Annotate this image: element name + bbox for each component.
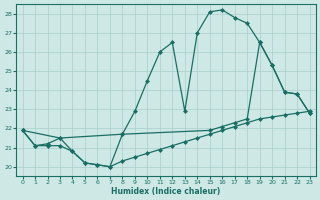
X-axis label: Humidex (Indice chaleur): Humidex (Indice chaleur) bbox=[111, 187, 221, 196]
